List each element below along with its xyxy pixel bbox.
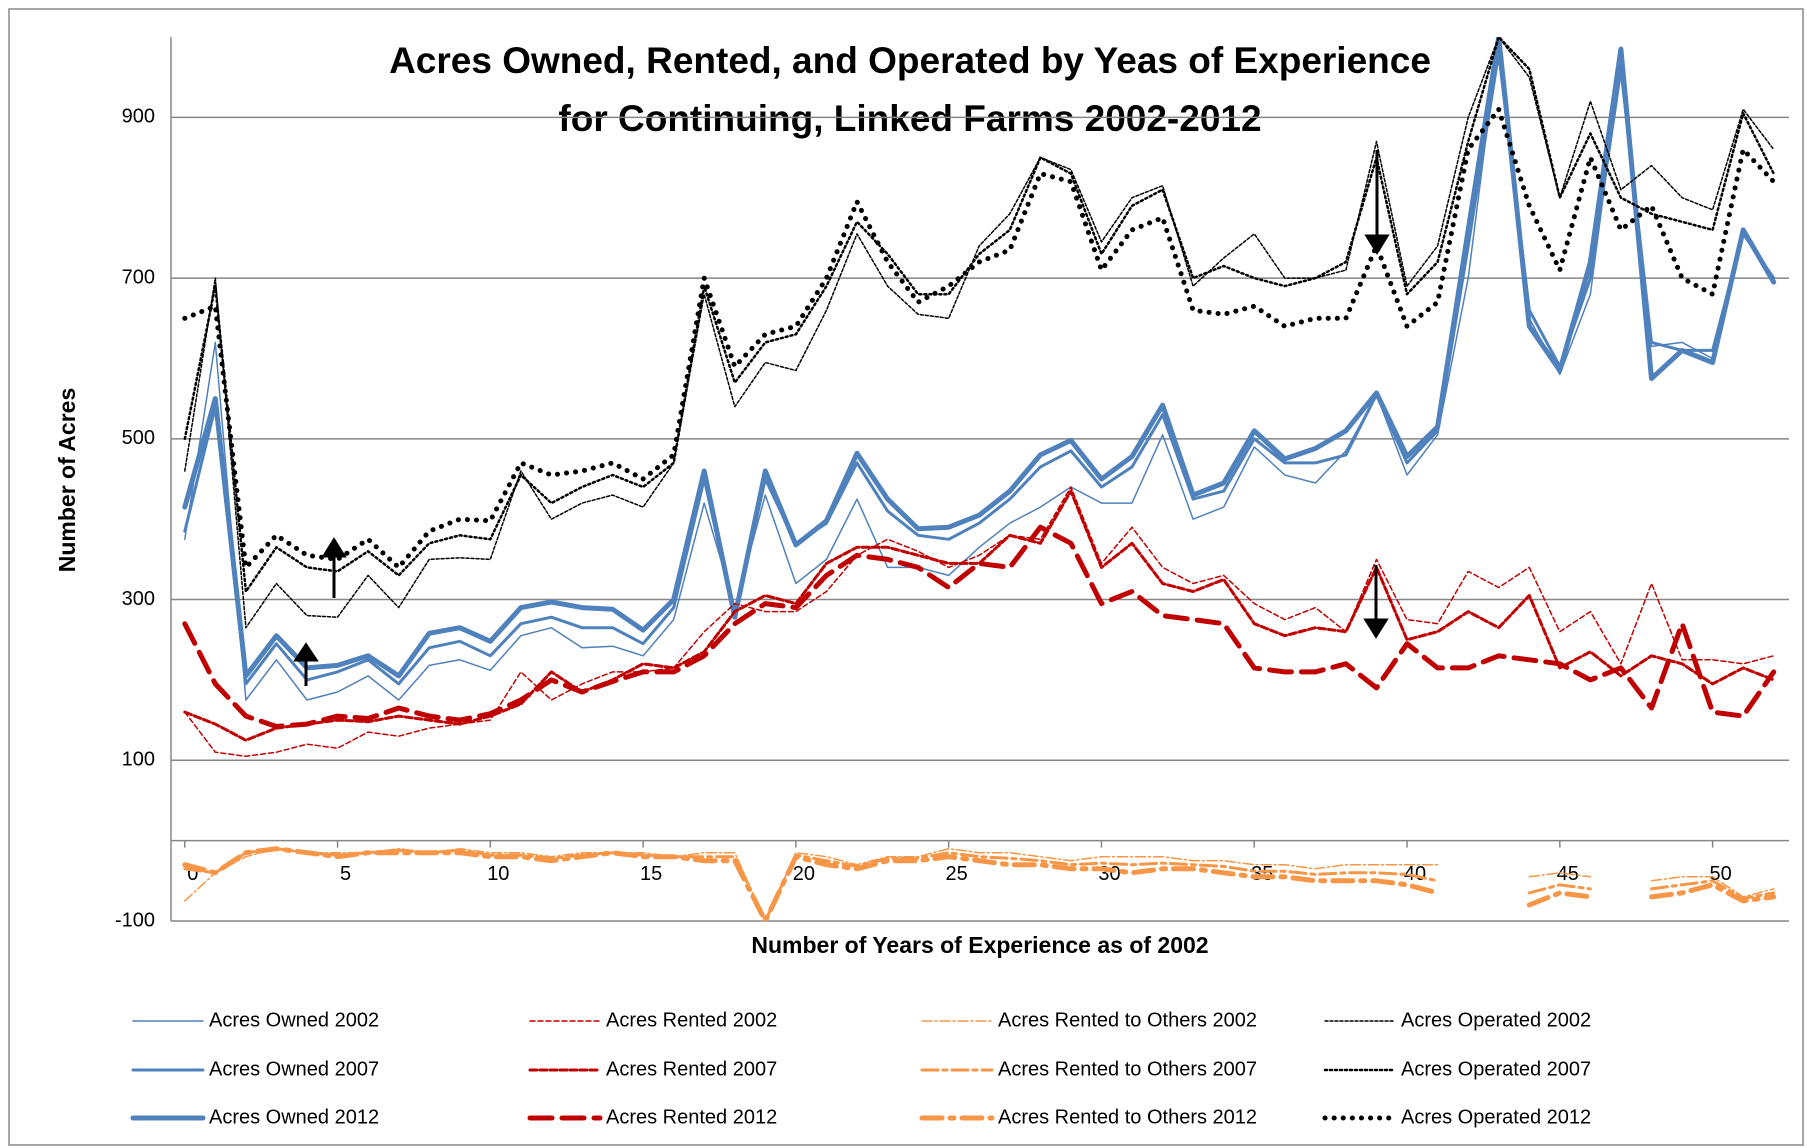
y-tick-label: 700 xyxy=(122,266,155,288)
x-tick-label: 30 xyxy=(1098,863,1120,885)
chart-frame xyxy=(8,8,1804,1146)
x-axis-title: Number of Years of Experience as of 2002 xyxy=(751,932,1208,958)
series-line xyxy=(182,846,1777,921)
y-tick-label: 100 xyxy=(122,749,155,771)
plot-area xyxy=(182,37,1777,921)
legend-label: Acres Rented 2012 xyxy=(606,1106,777,1128)
x-tick-label: 35 xyxy=(1251,863,1273,885)
y-tick-label: 300 xyxy=(122,588,155,610)
arrow-head xyxy=(1364,234,1390,255)
legend-label: Acres Owned 2007 xyxy=(209,1058,379,1080)
x-tick-label: 20 xyxy=(793,863,815,885)
legend: Acres Owned 2002 Acres Owned 2007 Acres Ow… xyxy=(130,1009,1591,1128)
series-line xyxy=(184,486,1775,758)
legend-label: Acres Rented 2007 xyxy=(606,1058,777,1080)
arrow-head xyxy=(1363,618,1389,639)
y-tick-label: -100 xyxy=(115,909,155,931)
legend-label: Acres Operated 2002 xyxy=(1401,1009,1591,1031)
arrow-head xyxy=(321,537,347,558)
series-line xyxy=(183,37,1775,593)
legend-label: Acres Rented 2002 xyxy=(606,1009,777,1031)
legend-label: Acres Rented to Others 2002 xyxy=(998,1009,1257,1031)
series-line xyxy=(182,106,1777,570)
chart-title: for Continuing, Linked Farms 2002-2012 xyxy=(558,98,1261,139)
x-tick-label: 40 xyxy=(1404,863,1426,885)
series-line xyxy=(184,37,1775,629)
series-line xyxy=(182,37,1777,679)
legend-label: Acres Operated 2007 xyxy=(1401,1058,1591,1080)
x-tick-label: 0 xyxy=(187,863,198,885)
series-line xyxy=(182,524,1777,729)
chart-title: Acres Owned, Rented, and Operated by Yea… xyxy=(389,40,1431,81)
legend-label: Acres Owned 2002 xyxy=(209,1009,379,1031)
x-tick-label: 5 xyxy=(340,863,351,885)
x-tick-label: 25 xyxy=(946,863,968,885)
y-tick-label: 500 xyxy=(122,427,155,449)
x-tick-label: 10 xyxy=(487,863,509,885)
legend-label: Acres Owned 2012 xyxy=(209,1106,379,1128)
x-tick-label: 50 xyxy=(1709,863,1731,885)
y-axis-title: Number of Acres xyxy=(54,388,80,572)
x-tick-label: 15 xyxy=(640,863,662,885)
y-tick-label: 900 xyxy=(122,106,155,128)
legend-label: Acres Rented to Others 2007 xyxy=(998,1058,1257,1080)
legend-label: Acres Rented to Others 2012 xyxy=(998,1106,1257,1128)
legend-label: Acres Operated 2012 xyxy=(1401,1106,1591,1128)
annotations xyxy=(293,150,1390,686)
arrow-head xyxy=(293,642,319,662)
